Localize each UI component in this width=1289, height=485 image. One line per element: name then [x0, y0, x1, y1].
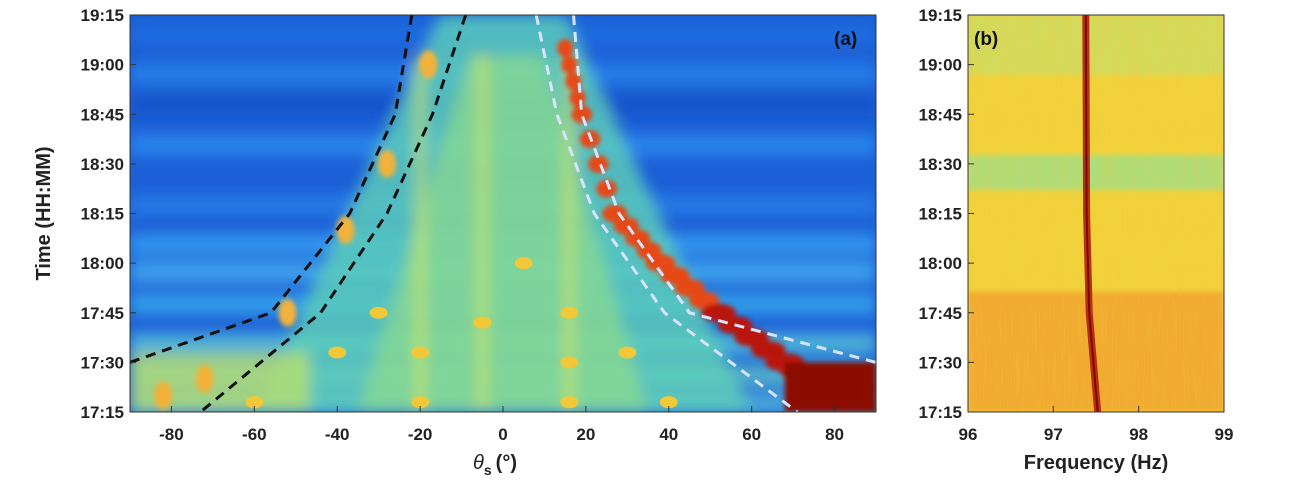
- speckle: [369, 306, 388, 319]
- x-tick-label: -20: [408, 425, 433, 444]
- x-tick-label: 80: [825, 425, 844, 444]
- x-tick-label: -60: [242, 425, 267, 444]
- y-tick-label: 17:30: [919, 353, 962, 372]
- y-tick-label: 17:45: [919, 304, 962, 323]
- y-tick-label: 18:45: [81, 105, 124, 124]
- faint-track-point: [195, 364, 214, 393]
- speckle: [514, 257, 533, 270]
- vertical-streak: [414, 55, 427, 412]
- y-tick-label: 18:15: [81, 205, 124, 224]
- x-tick-label: 96: [959, 425, 978, 444]
- panel-b-x-ticks: 96 97 98 99: [959, 406, 1234, 444]
- faint-track-point: [419, 50, 438, 79]
- faint-track: [154, 50, 438, 410]
- y-tick-label: 18:15: [919, 205, 962, 224]
- speckle: [245, 396, 264, 409]
- panel-a-x-ticks: -80 -60 -40 -20 0 20 40 60 80: [159, 406, 844, 444]
- track-point: [569, 88, 586, 107]
- panel-a-x-axis-label: θs (°): [473, 452, 517, 478]
- faint-track-point: [336, 216, 355, 245]
- speckle: [618, 346, 637, 359]
- track-point: [565, 72, 582, 91]
- y-tick-label: 17:45: [81, 304, 124, 323]
- x-tick-label: 0: [498, 425, 507, 444]
- speckle: [560, 356, 579, 369]
- track-saturated-corner: [784, 362, 876, 412]
- speckle: [560, 306, 579, 319]
- speckle: [411, 396, 430, 409]
- x-tick-label: -40: [325, 425, 350, 444]
- faint-track-point: [377, 149, 396, 178]
- y-tick-label: 18:00: [81, 254, 124, 273]
- y-tick-label: 19:15: [81, 6, 124, 25]
- speckle: [473, 316, 492, 329]
- highlighted-track: [557, 39, 876, 412]
- y-tick-label: 17:15: [81, 403, 124, 422]
- speckle: [328, 346, 347, 359]
- y-tick-label: 18:30: [81, 155, 124, 174]
- y-tick-label: 18:00: [919, 254, 962, 273]
- y-tick-label: 19:00: [919, 56, 962, 75]
- x-label-symbol: θ: [473, 452, 484, 474]
- faint-track-point: [154, 381, 173, 410]
- grain: [968, 15, 1224, 412]
- x-tick-label: -80: [159, 425, 184, 444]
- x-tick-label: 99: [1215, 425, 1234, 444]
- speckle: [560, 396, 579, 409]
- track-point: [557, 39, 574, 58]
- dashed-curve: [572, 15, 876, 364]
- panel-b-y-ticks: 17:15 17:30 17:45 18:00 18:15 18:30 18:45 19:00…: [919, 6, 974, 422]
- speckle: [411, 346, 430, 359]
- track-point: [571, 105, 593, 124]
- panel-a-heatmap: (a) -80 -60 -40 -20 0 20 40 60 80 17:15 17:30 17:4…: [33, 6, 877, 478]
- texture-cone-inner: [357, 55, 649, 412]
- y-tick-label: 19:00: [81, 56, 124, 75]
- x-tick-label: 97: [1044, 425, 1063, 444]
- panel-a-label: (a): [834, 29, 857, 50]
- dashed-curve: [199, 15, 468, 412]
- x-label-unit: (°): [496, 452, 517, 474]
- tonal-line-core: [1084, 15, 1099, 412]
- x-tick-label: 98: [1129, 425, 1148, 444]
- x-tick-label: 40: [659, 425, 678, 444]
- panel-b-heatmap: (b) 96 97 98 99 17:15 17:30 17:45 18:00 18:15 18…: [919, 6, 1234, 474]
- y-tick-label: 18:30: [919, 155, 962, 174]
- y-tick-label: 19:15: [919, 6, 962, 25]
- faint-track-point: [278, 298, 297, 327]
- panel-b-x-axis-label: Frequency (Hz): [1024, 452, 1168, 474]
- y-tick-label: 17:15: [919, 403, 962, 422]
- panel-b-label: (b): [974, 29, 998, 50]
- track-point: [596, 179, 617, 198]
- vertical-streak: [476, 55, 489, 412]
- x-tick-label: 20: [576, 425, 595, 444]
- track-point: [561, 55, 578, 74]
- panel-a-y-axis-label: Time (HH:MM): [33, 146, 55, 280]
- dashed-curve: [130, 15, 414, 364]
- x-label-subscript: s: [484, 462, 492, 478]
- vertical-streak: [563, 55, 576, 412]
- y-tick-label: 17:30: [81, 353, 124, 372]
- y-tick-label: 18:45: [919, 105, 962, 124]
- speckle: [659, 396, 678, 409]
- panel-a-y-ticks: 17:15 17:30 17:45 18:00 18:15 18:30 18:45 19:00…: [81, 6, 136, 422]
- x-tick-label: 60: [742, 425, 761, 444]
- dashed-curve: [534, 15, 799, 412]
